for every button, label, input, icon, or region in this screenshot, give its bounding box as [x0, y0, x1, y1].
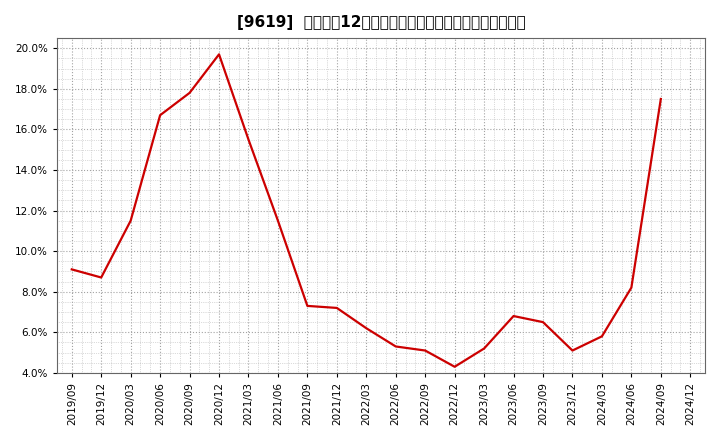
Title: [9619]  売上高の12か月移動合計の対前年同期増減率の推移: [9619] 売上高の12か月移動合計の対前年同期増減率の推移: [237, 15, 526, 30]
